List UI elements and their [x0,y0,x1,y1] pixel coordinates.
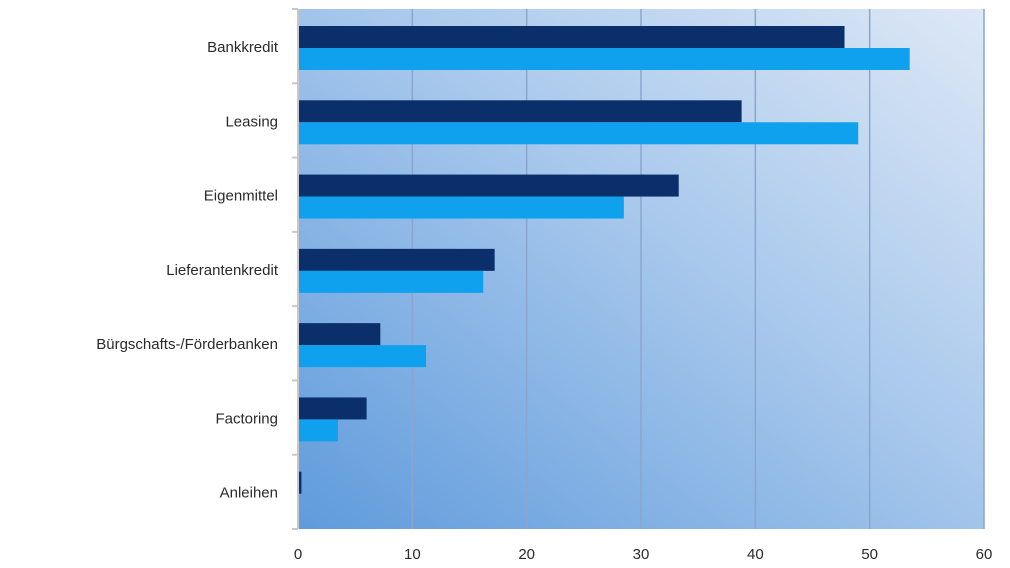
bar-series-1-3 [299,248,495,271]
bar-series-2-2 [299,196,624,219]
category-label: Anleihen [220,485,278,502]
x-tick-label: 40 [747,546,764,563]
bars [299,26,910,494]
bar-series-2-3 [299,270,484,293]
category-label: Eigenmittel [204,188,278,205]
bar-series-1-2 [299,174,679,197]
x-tick-label: 60 [976,546,993,563]
gridlines [411,9,985,529]
category-label: Bankkredit [207,39,279,56]
category-label: Lieferantenkredit [166,262,279,279]
category-label: Leasing [225,113,278,130]
x-tick-label: 0 [294,546,302,563]
x-tick-label: 30 [633,546,650,563]
bar-series-1-6 [299,471,302,494]
bar-series-2-0 [299,48,910,70]
bar-series-2-5 [299,419,339,442]
bar-series-1-5 [299,397,367,420]
x-tick-label: 10 [404,546,421,563]
bar-series-1-4 [299,323,381,346]
tick-labels: 0 10 20 30 40 50 60 [294,546,993,563]
x-tick-label: 20 [518,546,535,563]
category-label: Factoring [215,410,278,427]
category-labels: Bankkredit Leasing Eigenmittel Lieferantenk… [96,39,279,502]
bar-series-1-1 [299,100,742,123]
bar-series-2-1 [299,122,859,145]
bar-series-1-0 [299,26,845,48]
x-tick-label: 50 [861,546,878,563]
bar-series-2-4 [299,345,427,368]
axes [292,8,299,530]
category-label: Bürgschafts-/Förderbanken [96,336,278,353]
